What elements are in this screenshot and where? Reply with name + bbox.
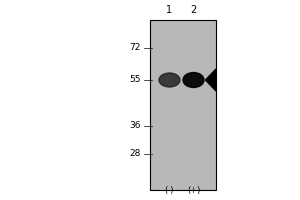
Text: (+): (+) bbox=[187, 186, 200, 195]
Text: 72: 72 bbox=[130, 44, 141, 52]
Text: 28: 28 bbox=[130, 150, 141, 158]
Bar bbox=[150, 20, 216, 190]
Polygon shape bbox=[206, 69, 216, 91]
Text: 1: 1 bbox=[167, 5, 172, 15]
Text: 2: 2 bbox=[190, 5, 196, 15]
Text: 55: 55 bbox=[130, 75, 141, 84]
Ellipse shape bbox=[183, 72, 204, 88]
Text: 36: 36 bbox=[130, 121, 141, 130]
Text: (-): (-) bbox=[165, 186, 174, 195]
Ellipse shape bbox=[159, 73, 180, 87]
